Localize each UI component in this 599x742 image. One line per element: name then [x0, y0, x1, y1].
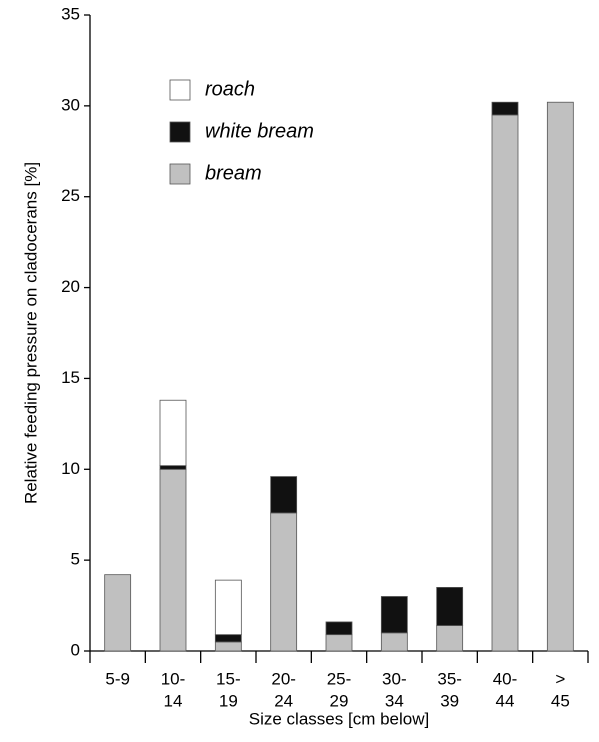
legend-label: roach [205, 78, 255, 100]
y-tick-label: 10 [61, 459, 80, 478]
bar-segment [214, 634, 242, 643]
x-tick-label: 25- [327, 669, 352, 688]
bar-segment [270, 512, 298, 652]
x-tick-label: 45 [551, 691, 570, 710]
y-tick-label: 0 [71, 640, 80, 659]
bar-segment [325, 634, 353, 652]
x-tick-label: 35- [437, 669, 462, 688]
x-tick-label: 40- [493, 669, 518, 688]
bar-segment [214, 641, 242, 652]
x-tick-label: 24 [274, 691, 293, 710]
y-tick-label: 25 [61, 186, 80, 205]
x-tick-label: 34 [385, 691, 404, 710]
x-tick-label: 44 [496, 691, 515, 710]
x-axis-label: Size classes [cm below] [249, 709, 429, 728]
legend-swatch [169, 163, 191, 185]
y-tick-label: 35 [61, 4, 80, 23]
x-tick-label: 19 [219, 691, 238, 710]
bar-segment [491, 101, 519, 116]
x-tick-label: 15- [216, 669, 241, 688]
legend-label: white bream [205, 120, 314, 142]
y-tick-label: 15 [61, 368, 80, 387]
bar-segment [104, 574, 132, 652]
legend-swatch [169, 79, 191, 101]
bar-segment [436, 587, 464, 626]
bar-segment [270, 476, 298, 514]
legend-swatch [169, 121, 191, 143]
bar-segment [380, 596, 408, 634]
bar-segment [546, 101, 574, 652]
y-tick-label: 30 [61, 95, 80, 114]
bar-segment [159, 468, 187, 652]
x-tick-label: 10- [161, 669, 186, 688]
bar-segment [436, 625, 464, 652]
bar-segment [159, 399, 187, 467]
bar-segment [491, 114, 519, 652]
y-axis-label: Relative feeding pressure on cladocerans… [21, 162, 40, 504]
x-tick-label: 39 [440, 691, 459, 710]
bar-segment [380, 632, 408, 652]
y-tick-label: 20 [61, 277, 80, 296]
legend-label: bream [205, 162, 262, 184]
x-tick-label: 20- [271, 669, 296, 688]
y-tick-label: 5 [71, 550, 80, 569]
x-tick-label: 5-9 [105, 669, 130, 688]
x-tick-label: 29 [330, 691, 349, 710]
bar-segment [159, 465, 187, 470]
x-tick-label: 30- [382, 669, 407, 688]
x-tick-label: 14 [164, 691, 183, 710]
x-tick-label: > [555, 669, 565, 688]
bar-segment [325, 621, 353, 636]
bar-segment [214, 579, 242, 636]
